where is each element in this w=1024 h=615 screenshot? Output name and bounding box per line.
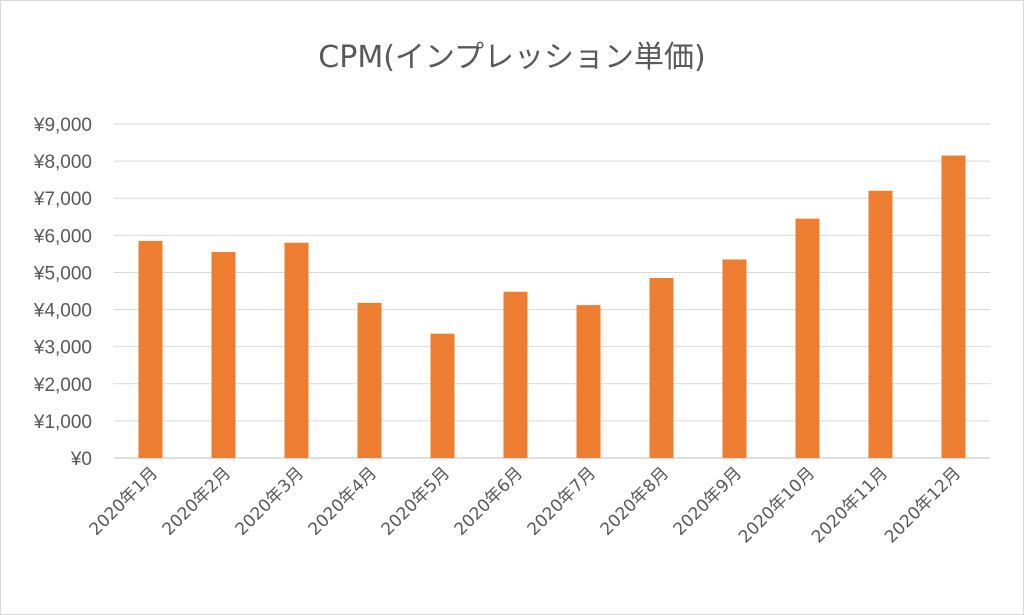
x-tick-label: 2020年5月 [378,463,454,539]
bar [576,305,601,458]
x-tick-label: 2020年10月 [735,463,819,547]
y-tick-label: ¥6,000 [33,226,92,247]
bar [868,190,893,459]
y-tick-label: ¥8,000 [33,152,92,173]
y-tick-label: ¥3,000 [33,338,92,359]
x-tick-label: 2020年3月 [232,463,308,539]
bar [211,252,236,458]
x-tick-label: 2020年2月 [159,463,235,539]
x-tick-label: 2020年12月 [881,463,965,547]
chart-title: CPM(インプレッション単価) [318,40,706,75]
bar [284,242,309,458]
x-tick-label: 2020年8月 [597,463,673,539]
bar [503,291,528,458]
y-tick-label: ¥7,000 [33,189,92,210]
bar [430,333,455,458]
x-tick-label: 2020年4月 [305,463,381,539]
y-tick-label: ¥4,000 [33,301,92,322]
bar [941,155,966,459]
x-tick-label: 2020年9月 [670,463,746,539]
bar [138,240,163,458]
bar [795,218,820,458]
y-tick-label: ¥2,000 [33,375,92,396]
bar [722,259,747,458]
x-tick-label: 2020年7月 [524,463,600,539]
bar [649,278,674,458]
y-tick-label: ¥0 [70,449,92,470]
x-tick-label: 2020年6月 [451,463,527,539]
bar [357,302,382,458]
y-tick-label: ¥9,000 [33,115,92,136]
y-tick-label: ¥1,000 [33,412,92,433]
x-tick-label: 2020年11月 [808,463,892,547]
y-tick-label: ¥5,000 [33,263,92,284]
x-tick-label: 2020年1月 [86,463,162,539]
